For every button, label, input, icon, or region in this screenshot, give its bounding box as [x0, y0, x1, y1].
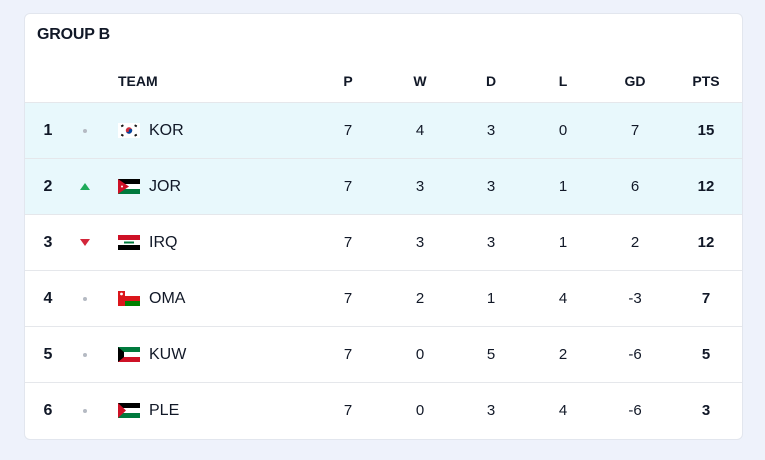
played-value: 7	[343, 234, 353, 251]
played-value: 7	[343, 346, 353, 363]
header-team[interactable]: TEAM	[118, 73, 158, 89]
table-row[interactable]: 1 KOR 7 4 3 0 7 15	[25, 102, 742, 158]
lost-value: 4	[558, 290, 568, 307]
group-title: GROUP B	[37, 26, 110, 43]
team-name[interactable]: OMA	[149, 289, 186, 307]
lost-value: 0	[558, 122, 568, 139]
team-cell[interactable]: JOR	[118, 159, 318, 214]
won-value: 2	[415, 290, 425, 307]
header-goal-difference[interactable]: GD	[624, 73, 646, 89]
south-korea-flag-icon	[118, 123, 140, 138]
kuwait-flag-icon	[118, 347, 140, 362]
goal-difference-value: 7	[630, 122, 640, 139]
drawn-value: 1	[486, 290, 496, 307]
team-name[interactable]: PLE	[149, 401, 180, 419]
lost-value: 4	[558, 402, 568, 419]
iraq-flag-icon	[118, 235, 140, 250]
trend-indicator	[73, 103, 97, 158]
rank: 2	[43, 177, 53, 195]
header-drawn[interactable]: D	[485, 73, 497, 89]
jordan-flag-icon	[118, 179, 140, 194]
drawn-value: 5	[486, 346, 496, 363]
played-value: 7	[343, 122, 353, 139]
points-value: 5	[701, 346, 711, 363]
won-value: 0	[415, 346, 425, 363]
table-row[interactable]: 4 OMA 7 2 1 4 -3 7	[25, 270, 742, 326]
goal-difference-value: -6	[628, 346, 642, 363]
team-name[interactable]: KOR	[149, 121, 184, 139]
no-change-dot-icon	[83, 408, 87, 413]
team-cell[interactable]: IRQ	[118, 215, 318, 270]
trend-indicator	[73, 215, 97, 270]
goal-difference-value: -3	[628, 290, 642, 307]
trend-indicator	[73, 159, 97, 214]
played-value: 7	[343, 178, 353, 195]
lost-value: 1	[558, 178, 568, 195]
team-name[interactable]: IRQ	[149, 233, 178, 251]
no-change-dot-icon	[83, 296, 87, 301]
oman-flag-icon	[118, 291, 140, 306]
rank: 1	[43, 121, 53, 139]
drawn-value: 3	[486, 402, 496, 419]
goal-difference-value: 2	[630, 234, 640, 251]
team-name[interactable]: KUW	[149, 345, 187, 363]
header-played[interactable]: P	[343, 73, 353, 89]
team-cell[interactable]: KUW	[118, 327, 318, 382]
played-value: 7	[343, 290, 353, 307]
trend-indicator	[73, 327, 97, 382]
table-row[interactable]: 6 PLE 7 0 3 4 -6 3	[25, 382, 742, 438]
drawn-value: 3	[486, 122, 496, 139]
team-cell[interactable]: KOR	[118, 103, 318, 158]
team-cell[interactable]: OMA	[118, 271, 318, 326]
team-cell[interactable]: PLE	[118, 383, 318, 438]
points-value: 15	[697, 122, 715, 139]
header-points[interactable]: PTS	[692, 73, 720, 89]
table-row[interactable]: 2 JOR 7 3 3 1 6 12	[25, 158, 742, 214]
standings-card: GROUP B TEAM P W D L GD PTS 1 KOR 7 4 3 0 7 15 2…	[24, 13, 743, 440]
played-value: 7	[343, 402, 353, 419]
trend-indicator	[73, 383, 97, 438]
won-value: 0	[415, 402, 425, 419]
won-value: 4	[415, 122, 425, 139]
trend-indicator	[73, 271, 97, 326]
rank: 4	[43, 289, 53, 307]
table-row[interactable]: 5 KUW 7 0 5 2 -6 5	[25, 326, 742, 382]
points-value: 12	[697, 234, 715, 251]
palestine-flag-icon	[118, 403, 140, 418]
header-won[interactable]: W	[413, 73, 427, 89]
lost-value: 2	[558, 346, 568, 363]
points-value: 12	[697, 178, 715, 195]
rank: 6	[43, 401, 53, 419]
table-header: TEAM P W D L GD PTS	[25, 60, 742, 102]
arrow-up-icon	[80, 183, 90, 190]
drawn-value: 3	[486, 178, 496, 195]
team-name[interactable]: JOR	[149, 177, 181, 195]
points-value: 7	[701, 290, 711, 307]
goal-difference-value: 6	[630, 178, 640, 195]
drawn-value: 3	[486, 234, 496, 251]
rank: 3	[43, 233, 53, 251]
won-value: 3	[415, 234, 425, 251]
header-lost[interactable]: L	[558, 73, 568, 89]
rank: 5	[43, 345, 53, 363]
won-value: 3	[415, 178, 425, 195]
no-change-dot-icon	[83, 352, 87, 357]
table-row[interactable]: 3 IRQ 7 3 3 1 2 12	[25, 214, 742, 270]
goal-difference-value: -6	[628, 402, 642, 419]
no-change-dot-icon	[83, 128, 87, 133]
arrow-down-icon	[80, 239, 90, 246]
lost-value: 1	[558, 234, 568, 251]
points-value: 3	[701, 402, 711, 419]
